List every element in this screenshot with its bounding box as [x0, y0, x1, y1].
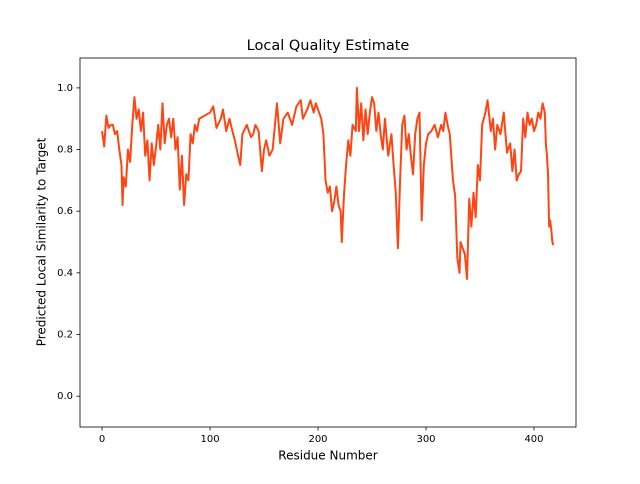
- x-axis-label: Residue Number: [278, 449, 377, 463]
- x-tick-label: 100: [200, 434, 219, 445]
- chart-title: Local Quality Estimate: [247, 38, 410, 54]
- x-tick-label: 200: [308, 434, 327, 445]
- y-tick-label: 0.8: [57, 145, 73, 156]
- y-tick-label: 0.0: [57, 391, 73, 402]
- y-tick-label: 1.0: [57, 83, 73, 94]
- y-tick-label: 0.2: [57, 330, 73, 341]
- y-axis-label: Predicted Local Similarity to Target: [35, 137, 49, 346]
- x-tick-label: 0: [99, 434, 105, 445]
- data-line: [101, 86, 555, 281]
- plot-frame: [79, 57, 577, 428]
- x-tick-label: 400: [524, 434, 543, 445]
- y-tick-label: 0.4: [57, 268, 73, 279]
- x-tick-label: 300: [416, 434, 435, 445]
- y-tick-label: 0.6: [57, 206, 73, 217]
